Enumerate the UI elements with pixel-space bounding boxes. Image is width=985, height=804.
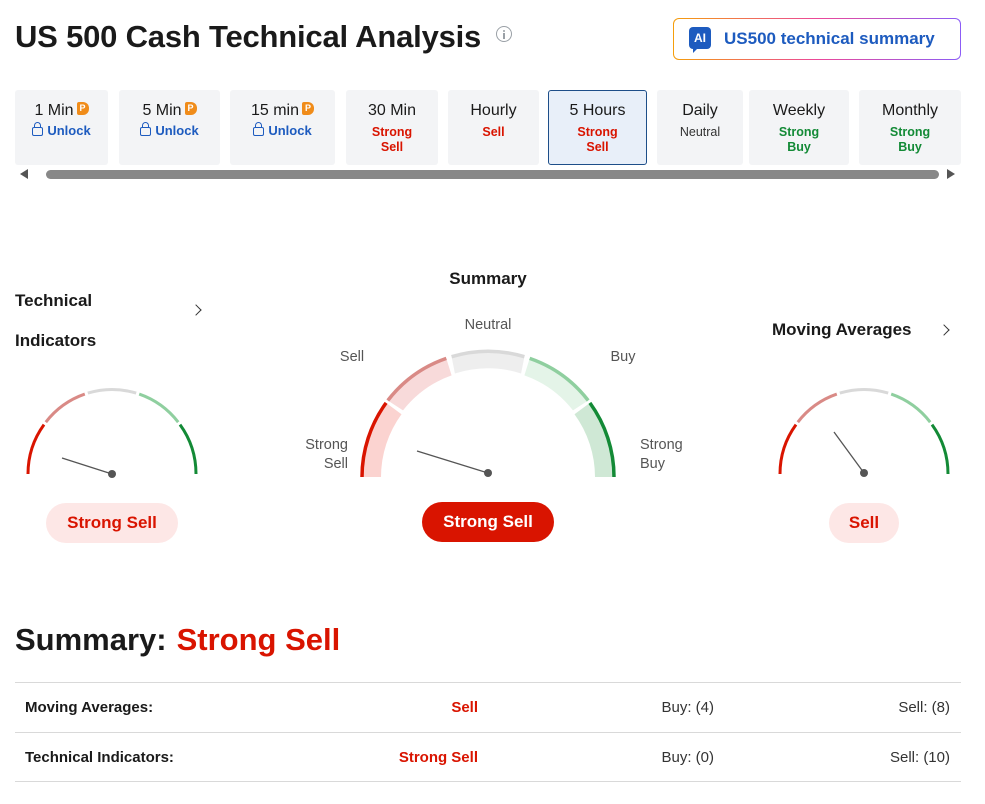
row-sell-count: Sell: (8) — [898, 699, 950, 716]
gauge-arc-sell — [796, 392, 838, 424]
lock-icon — [32, 122, 44, 136]
tab-status: Strong Sell — [371, 125, 413, 154]
gauge-label-strong-sell: Strong Sell — [305, 437, 348, 472]
gauge-needle — [61, 457, 113, 475]
summary-signal-badge: Strong Sell — [422, 502, 554, 542]
tab-label: 30 Min — [367, 102, 417, 119]
gauge-pivot — [484, 469, 492, 477]
row-signal: Sell — [451, 699, 478, 716]
row-buy-count: Buy: (4) — [661, 699, 714, 716]
row-signal: Strong Sell — [398, 749, 478, 766]
scroll-left-arrow-icon[interactable] — [20, 169, 28, 179]
tab-5-min[interactable]: 5 Min P Unlock — [119, 90, 220, 165]
tab-label: Daily — [682, 102, 718, 119]
unlock-link[interactable]: Unlock — [15, 122, 108, 138]
tab-30-min[interactable]: 30 Min Strong Sell — [346, 90, 438, 165]
table-row: Technical Indicators: Strong Sell Buy: (… — [15, 732, 961, 782]
summary-heading: Summary: Strong Sell — [15, 622, 340, 658]
gauge-label-neutral: Neutral — [464, 317, 512, 333]
gauge-pivot — [860, 469, 868, 477]
summary-label: Summary: — [15, 622, 167, 657]
summary-gauge-title: Summary — [449, 269, 527, 288]
summary-value: Strong Sell — [176, 622, 341, 657]
gauge-band-strong-sell — [362, 402, 402, 477]
gauge-arc-strong-sell — [26, 423, 46, 475]
technical-indicators-title[interactable]: Technical Indicators — [15, 291, 97, 350]
summary-table: Moving Averages: Sell Buy: (4) Sell: (8)… — [15, 682, 961, 782]
tab-status: Strong Buy — [889, 125, 931, 154]
tab-weekly[interactable]: Weekly Strong Buy — [749, 90, 849, 165]
tab-label: Hourly — [470, 102, 517, 119]
info-icon[interactable] — [496, 26, 512, 42]
tab-daily[interactable]: Daily Neutral — [657, 90, 743, 165]
gauge-arc-neutral — [87, 388, 137, 395]
gauge-arc-strong-sell — [778, 423, 798, 475]
gauge-arc-strong-sell — [360, 401, 388, 478]
moving-averages-gauge — [778, 388, 950, 477]
row-sell-count: Sell: (10) — [889, 749, 950, 766]
row-buy-count: Buy: (0) — [661, 749, 714, 766]
gauge-arc-buy — [529, 356, 590, 402]
tab-label: 1 Min — [34, 102, 74, 119]
gauge-band-sell — [387, 358, 452, 411]
ai-icon: AI — [689, 27, 711, 53]
tab-label: Monthly — [881, 102, 939, 119]
technical-indicators-gauge — [26, 388, 198, 478]
tab-label: Weekly — [772, 102, 826, 119]
table-row: Moving Averages: Sell Buy: (4) Sell: (8) — [15, 682, 961, 732]
pro-icon: P — [302, 102, 315, 115]
moving-averages-signal-badge: Sell — [829, 503, 899, 543]
gauge-band-neutral — [451, 351, 525, 374]
ai-button-label: US500 technical summary — [724, 29, 935, 48]
chevron-right-icon[interactable] — [938, 324, 950, 336]
summary-gauge — [360, 349, 616, 478]
gauge-arc-strong-buy — [930, 423, 950, 475]
gauge-arc-buy — [138, 392, 180, 424]
gauge-label-sell: Sell — [339, 349, 365, 365]
tab-status: Strong Sell — [577, 125, 618, 154]
tab-15-min[interactable]: 15 min P Unlock — [230, 90, 335, 165]
gauge-arc-sell — [386, 356, 447, 402]
gauge-band-strong-buy — [574, 402, 614, 477]
timeframe-tabs: 1 Min P Unlock 5 Min P Unlock 15 min P Unlo… — [15, 90, 961, 165]
row-label: Technical Indicators: — [25, 749, 174, 766]
gauge-pivot — [108, 470, 116, 478]
tabs-scrollbar[interactable] — [46, 170, 939, 179]
moving-averages-title[interactable]: Moving Averages — [772, 320, 912, 339]
unlock-link[interactable]: Unlock — [119, 122, 220, 138]
tab-status: Sell — [482, 125, 505, 139]
technical-indicators-signal-badge: Strong Sell — [46, 503, 178, 543]
tab-label: 5 Hours — [569, 102, 626, 119]
gauge-arc-sell — [44, 392, 86, 424]
tab-label: 15 min — [250, 102, 300, 119]
gauge-arc-strong-buy — [588, 401, 616, 478]
tab-status: Neutral — [679, 125, 721, 139]
tab-status: Strong Buy — [778, 125, 820, 154]
lock-icon — [140, 122, 152, 136]
lock-icon — [253, 122, 265, 136]
gauge-arc-buy — [890, 392, 932, 424]
row-label: Moving Averages: — [25, 699, 154, 716]
unlock-link[interactable]: Unlock — [230, 122, 335, 138]
tab-5-hours[interactable]: 5 Hours Strong Sell — [548, 90, 647, 165]
gauge-arc-neutral — [839, 388, 889, 395]
gauge-band-buy — [524, 358, 589, 411]
pro-icon: P — [184, 102, 197, 115]
gauge-arc-neutral — [451, 349, 525, 359]
gauge-needle — [833, 431, 865, 474]
scroll-right-arrow-icon[interactable] — [947, 169, 955, 179]
tab-hourly[interactable]: Hourly Sell — [448, 90, 539, 165]
page-title: US 500 Cash Technical Analysis — [15, 19, 482, 54]
tab-label: 5 Min — [142, 102, 182, 119]
chevron-right-icon[interactable] — [190, 304, 202, 316]
pro-icon: P — [76, 102, 89, 115]
gauge-arc-strong-buy — [178, 423, 198, 475]
ai-technical-summary-button[interactable]: AI US500 technical summary — [673, 18, 961, 60]
gauge-label-strong-buy: Strong Buy — [640, 437, 683, 472]
tab-monthly[interactable]: Monthly Strong Buy — [859, 90, 961, 165]
gauge-label-buy: Buy — [610, 349, 636, 365]
tab-1-min[interactable]: 1 Min P Unlock — [15, 90, 108, 165]
gauge-needle — [416, 450, 489, 474]
